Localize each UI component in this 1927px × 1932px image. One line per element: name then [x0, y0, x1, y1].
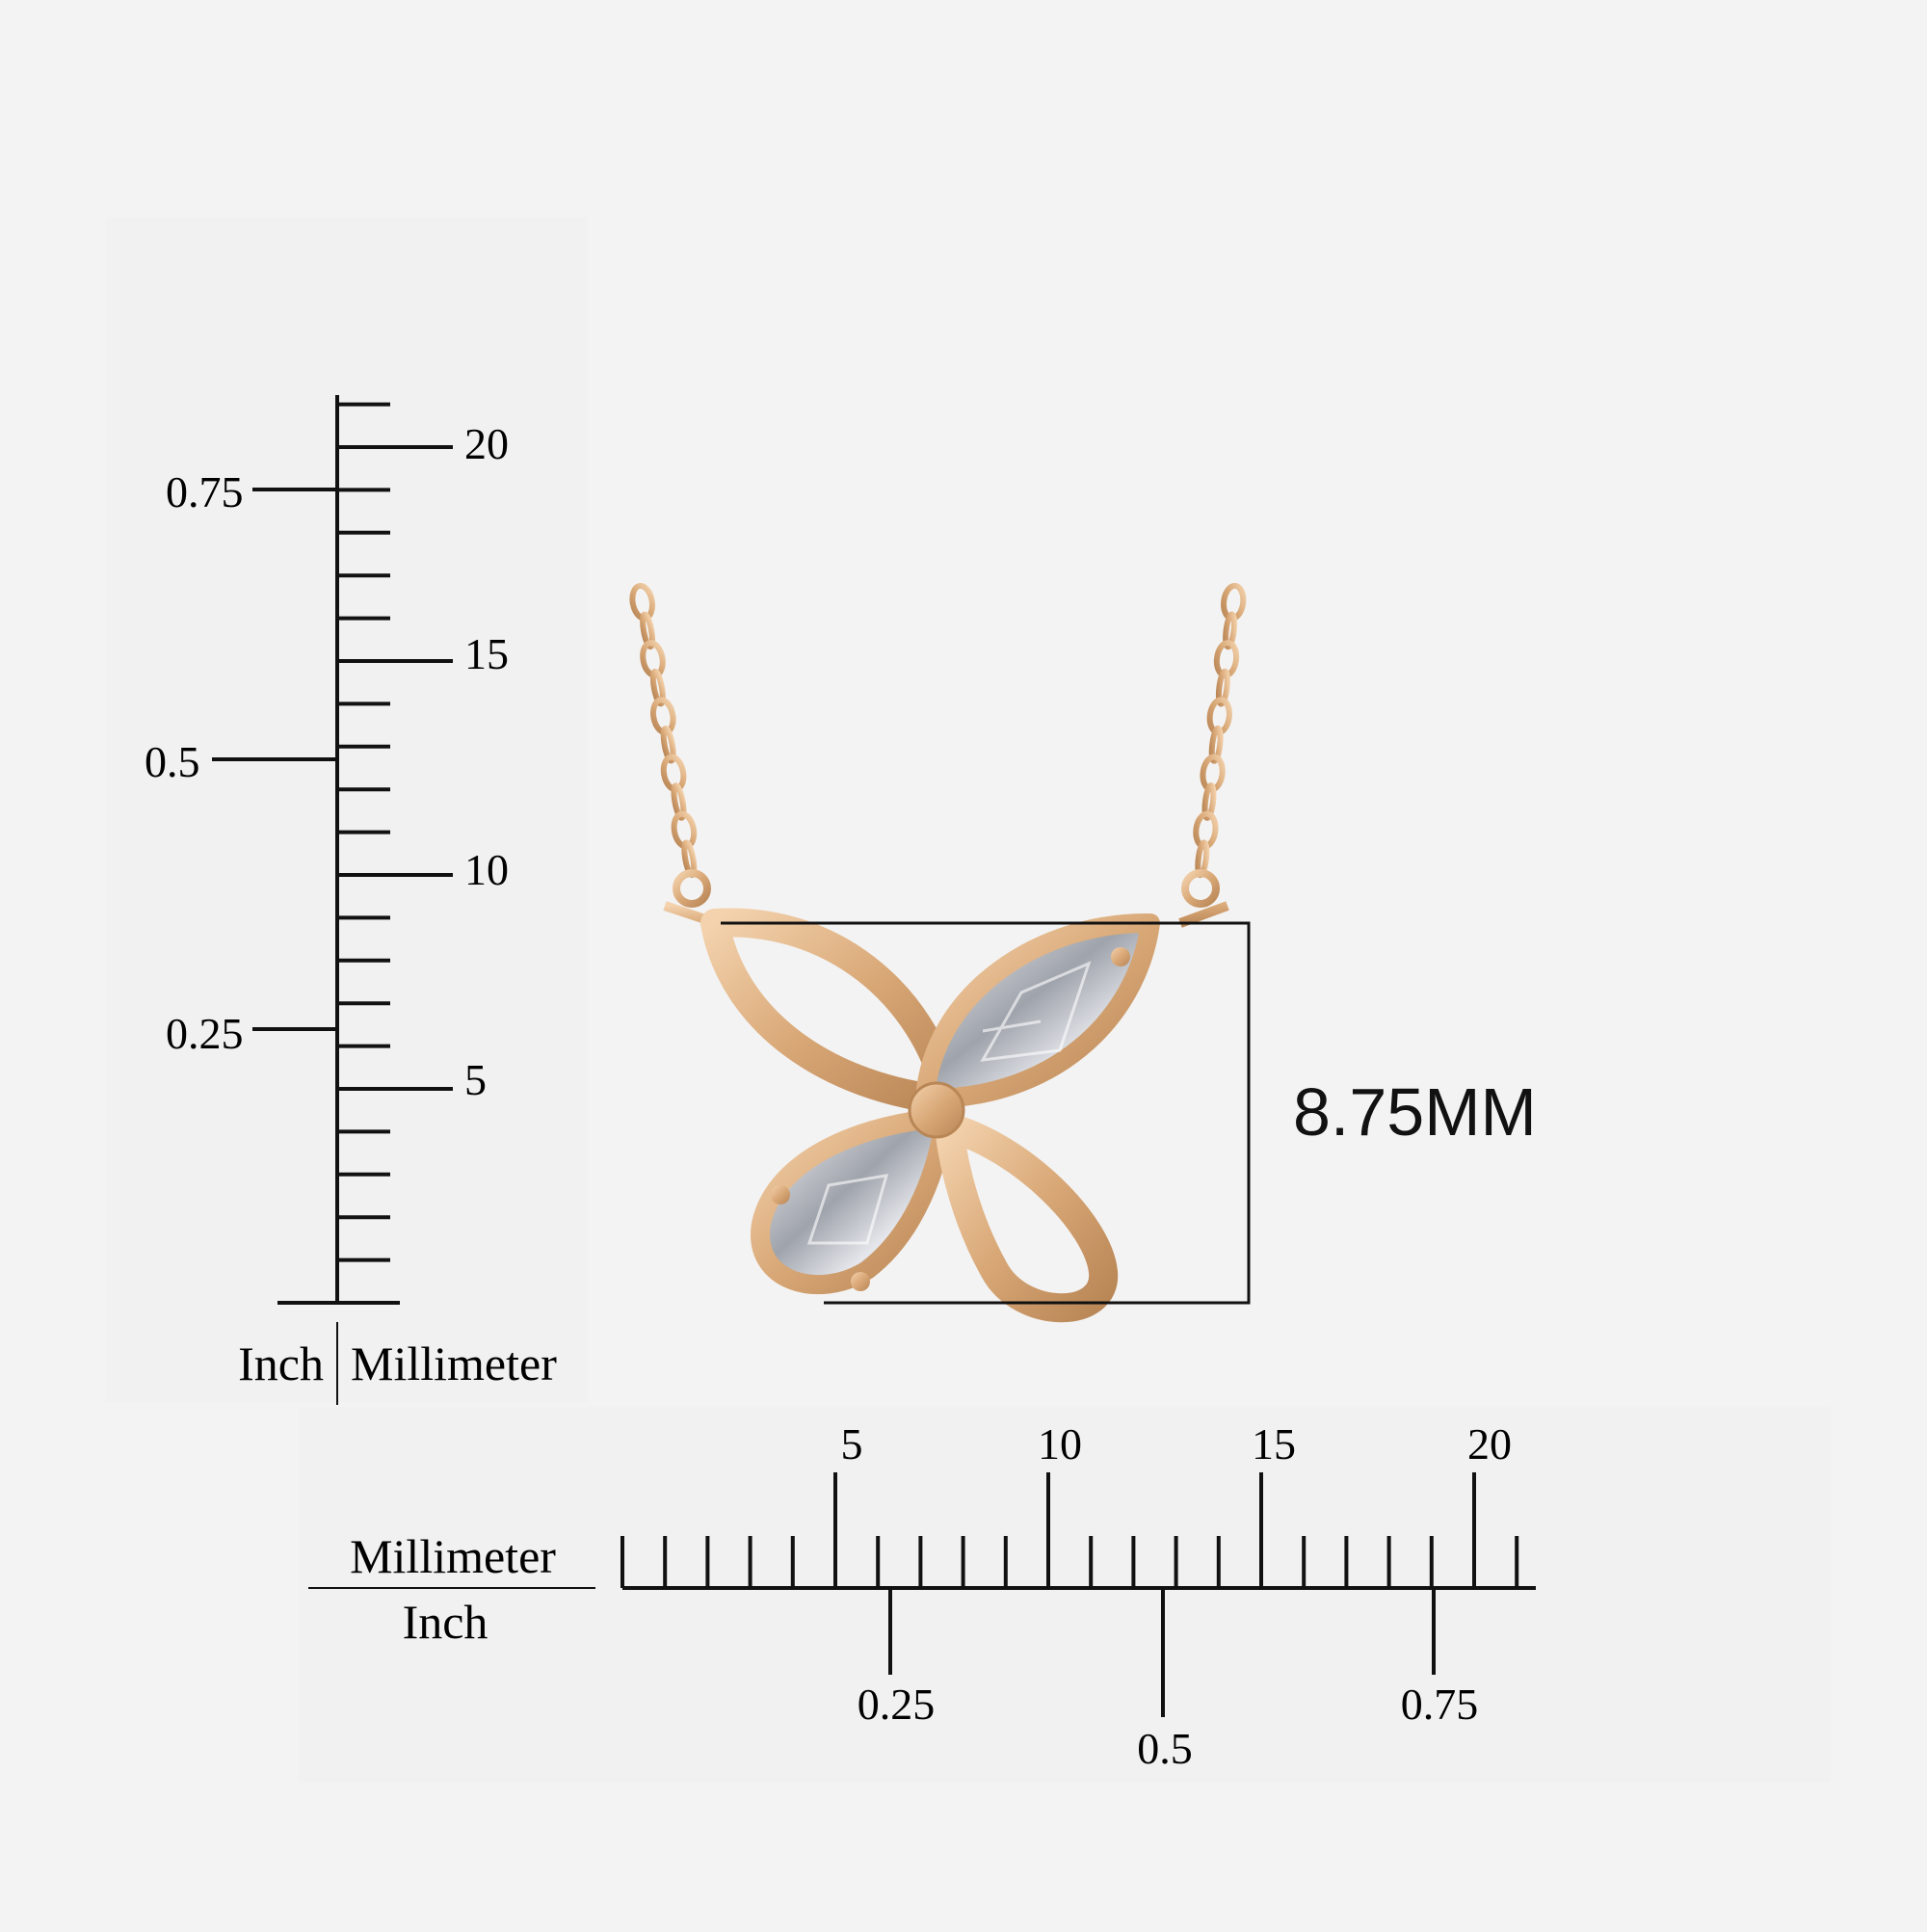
h-inch-label-0.5: 0.5 [1137, 1724, 1193, 1773]
petal-lower-right [935, 1113, 1119, 1323]
chain-link [640, 611, 656, 650]
prong-pear-bottom [851, 1272, 870, 1291]
vertical-ruler [277, 395, 453, 1405]
petal-upper-left [700, 908, 964, 1115]
horizontal-ruler-panel [299, 1407, 1831, 1783]
chain-right [1193, 582, 1247, 879]
h-mm-label-10: 10 [1038, 1419, 1082, 1469]
vertical-unit-millimeter: Millimeter [351, 1337, 557, 1390]
mm-label-15: 15 [464, 629, 509, 678]
horizontal-unit-millimeter: Millimeter [350, 1529, 556, 1583]
inch-label-0.75: 0.75 [166, 467, 244, 516]
chain-link [1223, 611, 1238, 650]
mm-label-20: 20 [464, 419, 509, 468]
bail-right [1181, 869, 1220, 908]
vertical-ruler-panel [106, 217, 588, 1402]
prong-marquise [1111, 947, 1130, 966]
h-inch-label-0.75: 0.75 [1401, 1680, 1479, 1729]
chain-link [1201, 782, 1217, 821]
h-mm-label-5: 5 [841, 1419, 863, 1469]
mm-label-10: 10 [464, 845, 509, 894]
chain-link [1208, 725, 1224, 764]
h-mm-label-15: 15 [1252, 1419, 1296, 1469]
chain-left [629, 582, 698, 878]
horizontal-ruler [308, 1472, 1536, 1590]
inch-label-0.5: 0.5 [145, 737, 200, 786]
measurement-label: 8.75MM [1293, 1074, 1537, 1150]
mm-label-5: 5 [464, 1055, 487, 1104]
h-inch-label-0.25: 0.25 [858, 1680, 936, 1729]
bail-left [673, 869, 711, 908]
prong-pear-left [771, 1185, 790, 1204]
h-mm-label-20: 20 [1467, 1419, 1512, 1469]
pear-diamond [751, 1108, 954, 1294]
marquise-facets [980, 961, 1092, 1062]
center-bead [908, 1081, 965, 1139]
horizontal-unit-inch: Inch [403, 1595, 488, 1649]
vertical-unit-inch: Inch [238, 1337, 324, 1390]
chain-link [649, 668, 666, 707]
chain-link [671, 782, 687, 821]
chain-link [1215, 668, 1230, 707]
chain-link [660, 726, 676, 764]
pear-facets [806, 1174, 889, 1245]
measurement-bracket [721, 921, 1251, 1305]
butterfly-necklace [629, 582, 1247, 1323]
inch-label-0.25: 0.25 [166, 1009, 244, 1058]
